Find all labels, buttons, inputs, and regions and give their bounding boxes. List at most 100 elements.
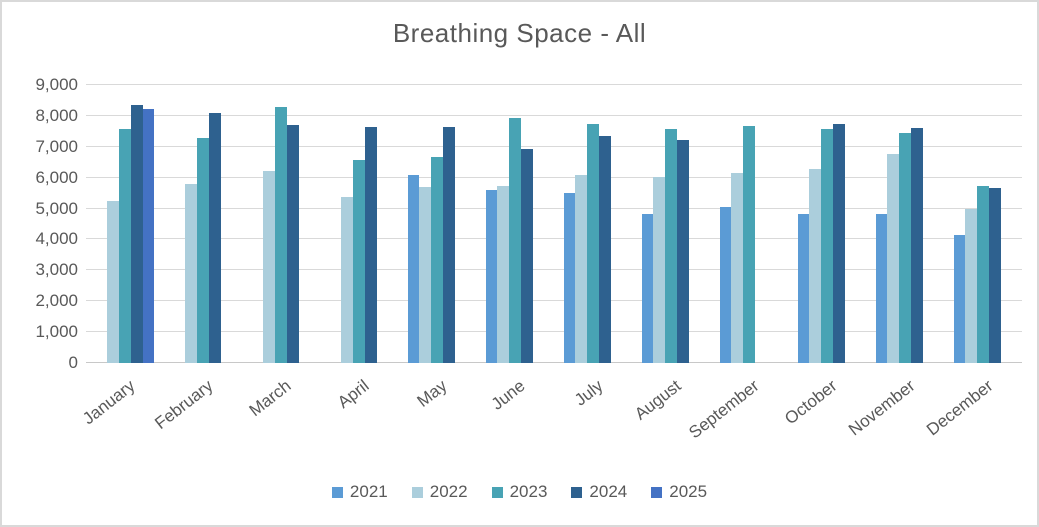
bar xyxy=(497,185,510,363)
x-axis-line xyxy=(86,362,1022,363)
y-axis-tick-label: 0 xyxy=(68,353,78,372)
bar-slot xyxy=(497,85,510,363)
bar-slot xyxy=(797,85,810,363)
bar xyxy=(743,125,755,363)
bar-group xyxy=(398,85,476,363)
bar-group xyxy=(632,85,710,363)
bar-slot xyxy=(821,85,833,363)
bar xyxy=(563,192,576,363)
gridline xyxy=(86,84,1022,85)
bar-slot xyxy=(286,85,299,363)
bar-slot xyxy=(719,85,732,363)
gridline xyxy=(86,238,1022,240)
bar xyxy=(407,174,420,363)
plot-area xyxy=(86,84,1022,363)
bar xyxy=(598,135,611,363)
bar xyxy=(797,214,810,363)
y-axis-tick-label: 3,000 xyxy=(35,260,78,280)
bar xyxy=(821,128,833,363)
bar-slot xyxy=(263,85,276,363)
bar-slot xyxy=(364,85,377,363)
bar-slot xyxy=(130,85,143,363)
bar-group xyxy=(320,85,398,363)
bar-slot xyxy=(887,85,900,363)
bar xyxy=(575,174,588,363)
bar-group xyxy=(164,85,242,363)
legend-label: 2025 xyxy=(669,482,708,501)
bar-slot xyxy=(899,85,911,363)
bar-slot xyxy=(221,85,233,363)
bar xyxy=(899,132,911,363)
bar-group xyxy=(86,85,164,363)
bar-slot xyxy=(910,85,923,363)
y-axis-tick-label: 9,000 xyxy=(35,75,78,94)
bar-slot xyxy=(923,85,935,363)
y-axis-tick-label: 6,000 xyxy=(35,167,78,187)
bar xyxy=(442,126,455,363)
y-axis-tick-label: 7,000 xyxy=(35,136,78,156)
legend-label: 2022 xyxy=(429,482,468,501)
bar xyxy=(185,184,198,363)
bar-slot xyxy=(965,85,978,363)
bar-slot xyxy=(119,85,131,363)
bar-slot xyxy=(563,85,576,363)
bar-group xyxy=(242,85,320,363)
bar xyxy=(130,105,143,363)
bar xyxy=(263,170,276,363)
bar-slot xyxy=(676,85,689,363)
bar xyxy=(653,176,666,363)
bar xyxy=(142,108,155,363)
bar-slot xyxy=(731,85,744,363)
bar xyxy=(587,123,599,363)
bar-slot xyxy=(197,85,209,363)
bar xyxy=(520,148,533,363)
bar-slot xyxy=(953,85,966,363)
bar-slot xyxy=(755,85,767,363)
bar xyxy=(965,208,978,363)
bar-slot xyxy=(275,85,287,363)
bar xyxy=(953,234,966,363)
bar-slot xyxy=(598,85,611,363)
bar-slot xyxy=(442,85,455,363)
bar-slot xyxy=(142,85,155,363)
gridline xyxy=(86,269,1022,271)
bar-slot xyxy=(743,85,755,363)
bar-group xyxy=(710,85,788,363)
bar-slot xyxy=(689,85,701,363)
bar-slot xyxy=(185,85,198,363)
bar-slot xyxy=(767,85,779,363)
bar xyxy=(275,107,287,363)
bar xyxy=(119,128,131,363)
bar xyxy=(665,128,677,363)
bar xyxy=(875,214,888,363)
y-axis-tick-label: 1,000 xyxy=(35,322,78,342)
chart-title: Breathing Space - All xyxy=(392,18,647,48)
bar-slot xyxy=(353,85,365,363)
bar xyxy=(809,168,822,363)
bar xyxy=(731,172,744,363)
y-axis-tick-label: 2,000 xyxy=(35,291,78,311)
bar xyxy=(431,156,443,363)
bar-group xyxy=(476,85,554,363)
bar-slot xyxy=(208,85,221,363)
bar-slot xyxy=(875,85,888,363)
legend-swatch xyxy=(491,486,503,498)
bar-slot xyxy=(174,85,186,363)
bar-slot xyxy=(377,85,389,363)
bar-slot xyxy=(419,85,432,363)
legend-swatch xyxy=(651,486,663,498)
bar xyxy=(832,123,845,363)
legend: 2021 2022 2023 2024 2025 xyxy=(2,482,1037,502)
gridline xyxy=(86,145,1022,147)
legend-label: 2024 xyxy=(589,482,628,501)
gridline xyxy=(86,176,1022,178)
bar-slot xyxy=(977,85,989,363)
gridline xyxy=(86,207,1022,209)
bar-slot xyxy=(641,85,654,363)
bar-slot xyxy=(509,85,521,363)
bar-slot xyxy=(299,85,311,363)
bar-slot xyxy=(845,85,857,363)
bar-slot xyxy=(1001,85,1013,363)
bar-slot xyxy=(611,85,623,363)
